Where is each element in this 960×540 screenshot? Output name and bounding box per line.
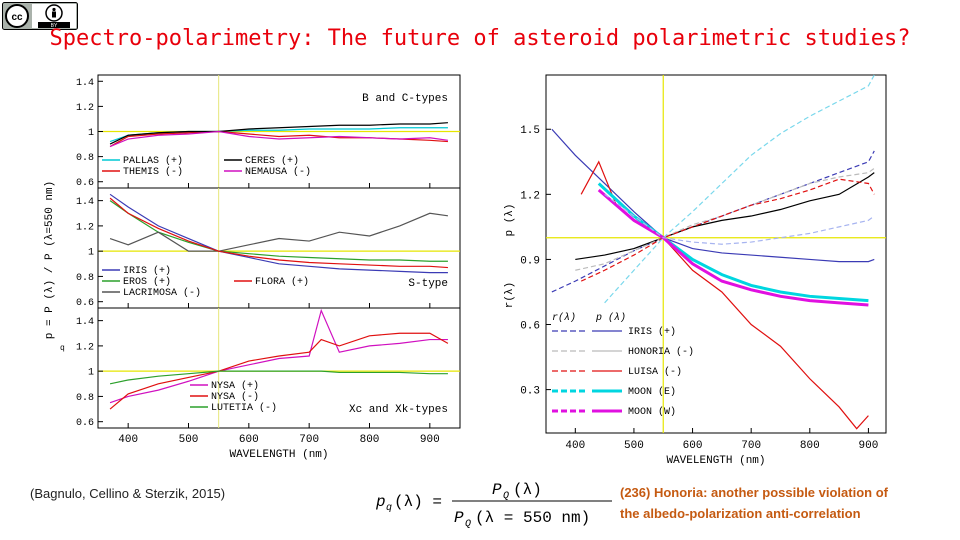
legend-header-r: r(λ) (552, 312, 576, 324)
series-line (580, 178, 875, 282)
y-axis-label-subscript: q (60, 344, 65, 353)
legend-label: LUISA (-) (628, 366, 682, 378)
series-line (551, 128, 875, 263)
citation: (Bagnulo, Cellino & Sterzik, 2015) (30, 486, 226, 501)
x-tick-label: 800 (360, 434, 380, 446)
series-line (109, 200, 448, 262)
y-tick-label: 0.3 (520, 386, 540, 398)
y-tick-label: 1.2 (520, 190, 540, 202)
panel-frame (97, 307, 461, 429)
series-line (109, 212, 449, 252)
series-line (604, 74, 875, 304)
y-tick-label: 1 (88, 248, 94, 259)
y-tick-label: 0.9 (520, 255, 540, 267)
legend-label: THEMIS (-) (123, 166, 183, 178)
x-tick-label: 900 (859, 440, 879, 452)
y-tick-label: 0.6 (76, 298, 94, 309)
legend-header-p: p (λ) (595, 312, 626, 324)
formula-lhs: p (375, 493, 386, 511)
legend-label: MOON (E) (628, 386, 676, 398)
y-tick-label: 1.4 (76, 197, 94, 208)
series-line (109, 370, 448, 385)
x-tick-label: 400 (118, 434, 138, 446)
right-chart: 1.5 1.2 0.9 0.6 0.3 400 500 600 700 800 900 WAVELEN… (504, 74, 887, 467)
x-tick-label: 700 (299, 434, 319, 446)
x-tick-label: 500 (624, 440, 644, 452)
legend-label: IRIS (+) (123, 265, 171, 277)
y-tick-label: 0.8 (76, 393, 94, 404)
y-tick-label: 1.2 (76, 342, 94, 353)
series-line (109, 193, 448, 274)
x-tick-label: 400 (565, 440, 585, 452)
y-axis-label: p = P (λ) / P (λ=550 nm) (44, 181, 56, 339)
x-tick-label: 500 (179, 434, 199, 446)
x-tick-label: 600 (239, 434, 259, 446)
legend-label: LUTETIA (-) (211, 402, 277, 414)
y-tick-label: 0.6 (520, 321, 540, 333)
y-tick-label: 1.5 (520, 125, 540, 137)
formula-lhs-sub: q (386, 503, 392, 514)
series-line (604, 193, 875, 245)
honoria-note: (236) Honoria: another possible violatio… (620, 482, 958, 524)
cc-by-license-badge: cc BY (2, 2, 78, 30)
legend-label: EROS (+) (123, 276, 171, 288)
legend-label: NYSA (+) (211, 380, 259, 392)
y-tick-label: 1 (88, 128, 94, 139)
series-line (109, 332, 449, 410)
y-tick-label: 0.8 (76, 153, 94, 164)
y-tick-label: 1.2 (76, 103, 94, 114)
x-tick-label: 700 (741, 440, 761, 452)
note-line-2: the albedo-polarization anti-correlation (620, 506, 861, 521)
formula-num-arg: (λ) (513, 481, 542, 499)
formula-num-sub: Q (503, 491, 509, 502)
by-text: BY (51, 23, 58, 29)
y-axis-label-left: r(λ) (504, 282, 516, 308)
panel-label: Xc and Xk-types (349, 404, 448, 416)
formula-den-arg: (λ = 550 nm) (475, 509, 590, 527)
legend-label: NEMAUSA (-) (245, 166, 311, 178)
y-tick-label: 0.6 (76, 418, 94, 429)
legend-label: CERES (+) (245, 155, 299, 167)
formula-den: P (454, 509, 464, 527)
series-line (109, 122, 448, 145)
series-line (575, 167, 875, 271)
legend-label: IRIS (+) (628, 326, 676, 338)
x-tick-label: 800 (800, 440, 820, 452)
plot-frame (545, 74, 887, 434)
formula-lhs-arg: (λ) = (394, 493, 442, 511)
y-tick-label: 1 (88, 368, 94, 379)
series-line (109, 308, 448, 404)
legend-label: LACRIMOSA (-) (123, 287, 201, 299)
legend-label: HONORIA (-) (628, 346, 694, 358)
y-tick-label: 1.4 (76, 317, 94, 328)
x-tick-label: 900 (420, 434, 440, 446)
series-line (597, 182, 869, 303)
x-axis-label: WAVELENGTH (nm) (666, 455, 765, 467)
series-line (597, 188, 869, 307)
y-tick-label: 0.6 (76, 178, 94, 189)
y-tick-label: 0.8 (76, 273, 94, 284)
y-tick-label: 1.2 (76, 222, 94, 233)
cc-text: cc (11, 12, 23, 23)
x-axis-label: WAVELENGTH (nm) (229, 449, 328, 461)
legend-label: NYSA (-) (211, 391, 259, 403)
series-line (109, 130, 449, 148)
series-line (575, 172, 875, 261)
formula-den-sub: Q (465, 519, 471, 528)
slide-title: Spectro-polarimetry: The future of aster… (49, 26, 911, 51)
note-line-1: (236) Honoria: another possible violatio… (620, 485, 888, 500)
panel-label: B and C-types (362, 93, 448, 105)
left-chart: 1.4 1.2 1 0.8 0.6 B and C-types PALLAS (+)THEM… (44, 74, 461, 461)
legend-label: PALLAS (+) (123, 155, 183, 167)
x-tick-label: 600 (683, 440, 703, 452)
panel-label: S-type (408, 278, 448, 290)
legend-label: MOON (W) (628, 406, 676, 418)
y-tick-label: 1.4 (76, 78, 94, 89)
series-line (109, 197, 448, 269)
y-axis-label-right: p (λ) (504, 203, 516, 236)
legend-label: FLORA (+) (255, 276, 309, 288)
normalization-formula: p q (λ) = P Q (λ) P Q (λ = 550 nm) (375, 481, 612, 528)
formula-num: P (492, 481, 502, 499)
